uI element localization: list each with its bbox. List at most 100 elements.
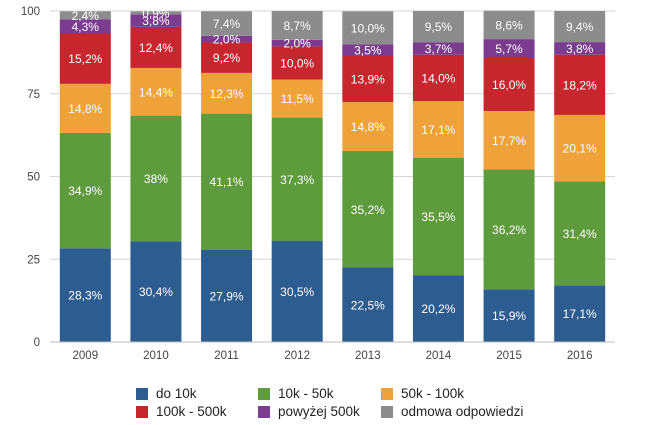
data-label: 35,5% bbox=[421, 210, 455, 224]
data-label: 10,0% bbox=[280, 56, 314, 70]
bar-segment bbox=[483, 110, 535, 170]
data-label: 11,5% bbox=[281, 92, 314, 106]
data-label: 17,1% bbox=[563, 307, 597, 321]
bar-segment bbox=[201, 113, 253, 250]
data-label: 28,3% bbox=[68, 289, 102, 303]
bar-segment bbox=[271, 241, 323, 342]
data-label: 15,9% bbox=[492, 309, 526, 323]
data-label: 10,0% bbox=[351, 21, 385, 35]
bar-segment bbox=[554, 54, 606, 115]
data-label: 12,4% bbox=[139, 41, 173, 55]
bar-segment bbox=[201, 249, 253, 342]
data-label: 30,4% bbox=[139, 285, 173, 299]
bar-segment bbox=[130, 11, 182, 15]
y-tick-label: 100 bbox=[21, 6, 40, 18]
data-label: 20,2% bbox=[421, 302, 455, 316]
bar-segment bbox=[271, 39, 323, 47]
bar-segment bbox=[59, 19, 111, 34]
x-tick-label: 2016 bbox=[567, 350, 593, 362]
data-label: 5,7% bbox=[495, 42, 523, 56]
bar-segment bbox=[271, 46, 323, 80]
bar-segment bbox=[130, 241, 182, 342]
bar-segment bbox=[130, 14, 182, 27]
x-tick-label: 2010 bbox=[143, 350, 169, 362]
data-label: 4,3% bbox=[72, 20, 100, 34]
data-label: 9,5% bbox=[425, 20, 453, 34]
bar-segment bbox=[412, 275, 464, 342]
data-label: 3,5% bbox=[354, 44, 382, 58]
bar-segment bbox=[271, 79, 323, 118]
bar-segment bbox=[483, 39, 535, 59]
data-label: 16,0% bbox=[492, 78, 526, 92]
x-tick-label: 2015 bbox=[496, 350, 522, 362]
bar-segment bbox=[554, 181, 606, 286]
bars-layer bbox=[59, 10, 606, 342]
axis-layer: 0 25 50 75 100 2009 2010 2011 2012 2013 2014 2015 20… bbox=[21, 6, 615, 362]
bar-segment bbox=[412, 101, 464, 158]
bar-segment bbox=[554, 114, 606, 182]
data-label: 14,8% bbox=[68, 102, 102, 116]
data-label: 7,4% bbox=[213, 17, 241, 31]
x-tick-label: 2013 bbox=[355, 350, 381, 362]
bar-segment bbox=[483, 289, 535, 342]
bar-segment bbox=[342, 11, 394, 45]
y-tick-label: 25 bbox=[27, 254, 40, 266]
data-label: 36,2% bbox=[492, 223, 526, 237]
data-label: 14,4% bbox=[139, 85, 173, 99]
bar-segment bbox=[59, 11, 111, 20]
data-label: 17,7% bbox=[492, 134, 526, 148]
bar-segment bbox=[483, 169, 535, 290]
bar-segment bbox=[342, 44, 394, 57]
data-label: 13,9% bbox=[351, 73, 385, 87]
x-tick-label: 2012 bbox=[284, 350, 310, 362]
bar-segment bbox=[483, 58, 535, 111]
data-label: 22,5% bbox=[351, 298, 385, 312]
data-label: 0,9% bbox=[142, 6, 170, 20]
data-label: 38% bbox=[144, 172, 168, 186]
x-tick-label: 2011 bbox=[214, 350, 239, 362]
bar-segment bbox=[201, 72, 253, 114]
bar-segment bbox=[342, 151, 394, 268]
bar-segment bbox=[59, 83, 111, 133]
bar-segment bbox=[412, 157, 464, 276]
bar-segment bbox=[342, 267, 394, 342]
data-label: 2,0% bbox=[284, 37, 312, 51]
data-label: 20,1% bbox=[563, 142, 597, 156]
data-label: 37,3% bbox=[280, 173, 314, 187]
bar-segment bbox=[342, 56, 394, 103]
x-tick-label: 2009 bbox=[73, 350, 99, 362]
bar-segment bbox=[412, 11, 464, 43]
data-labels-layer: 28,3% 34,9% 14,8% 15,2% 4,3%2,4% 30,4% 38% 14,4… bbox=[68, 6, 597, 323]
data-label: 34,9% bbox=[68, 184, 102, 198]
data-label: 15,2% bbox=[68, 52, 102, 66]
data-label: 2,4% bbox=[72, 9, 100, 23]
y-tick-label: 0 bbox=[34, 337, 40, 349]
data-label: 3,7% bbox=[425, 42, 453, 56]
bar-segment bbox=[412, 54, 464, 102]
bar-segment bbox=[201, 35, 253, 43]
y-tick-label: 75 bbox=[27, 89, 40, 101]
bar-segment bbox=[201, 42, 253, 73]
data-label: 14,8% bbox=[351, 120, 385, 134]
data-label: 27,9% bbox=[210, 289, 244, 303]
data-label: 8,6% bbox=[495, 18, 523, 32]
bar-segment bbox=[554, 42, 606, 55]
y-tick-label: 50 bbox=[27, 172, 40, 184]
bar-segment bbox=[59, 248, 111, 342]
bar-segment bbox=[130, 115, 182, 242]
bar-segment bbox=[271, 117, 323, 242]
data-label: 30,5% bbox=[280, 285, 314, 299]
data-label: 3,8% bbox=[566, 42, 594, 56]
data-label: 9,4% bbox=[566, 20, 594, 34]
data-label: 2,0% bbox=[213, 33, 241, 47]
bar-segment bbox=[59, 33, 111, 84]
data-label: 3,8% bbox=[142, 14, 170, 28]
bar-segment bbox=[554, 11, 606, 43]
data-label: 9,2% bbox=[213, 51, 241, 65]
data-label: 14,0% bbox=[421, 71, 455, 85]
data-label: 41,1% bbox=[210, 175, 244, 189]
bar-segment bbox=[59, 132, 111, 249]
bar-segment bbox=[271, 11, 323, 40]
